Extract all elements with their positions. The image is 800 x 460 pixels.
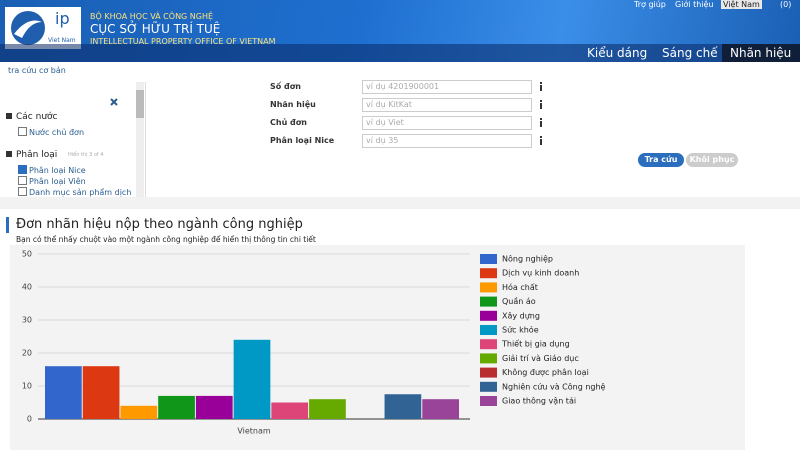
field-label: Chủ đơn	[270, 118, 307, 127]
language-select[interactable]: Việt Nam	[721, 0, 762, 9]
legend-label: Không được phân loại	[502, 367, 589, 378]
link[interactable]: Giới thiệu	[675, 0, 714, 9]
option[interactable]: Nước chủ đơn	[18, 127, 85, 137]
office: CỤC SỞ HỮU TRÍ TUỆ	[90, 22, 221, 36]
legend-label: Giải trí và Giáo dục	[502, 353, 579, 364]
divider	[0, 197, 800, 209]
field-label: Phân loại Nice	[270, 136, 335, 145]
field-label: Số đơn	[270, 82, 301, 91]
reset-button[interactable]: Khôi phục	[686, 153, 738, 167]
legend-swatch	[480, 254, 497, 264]
close-icon[interactable]	[110, 98, 118, 106]
legend-label: Nghiên cứu và Công nghệ	[502, 381, 606, 391]
info-icon	[540, 82, 542, 91]
section-note: Hiển thị 3 of 4	[68, 152, 104, 158]
legend-label: Sức khỏe	[502, 325, 539, 335]
legend-swatch	[480, 367, 497, 378]
info-icon	[540, 100, 542, 109]
info-icon	[540, 136, 542, 145]
logo-icon	[11, 11, 45, 45]
y-tick-label: 20	[22, 349, 32, 358]
legend-swatch	[480, 325, 497, 335]
info-stem	[540, 139, 542, 145]
office-en: INTELLECTUAL PROPERTY OFFICE OF VIETNAM	[90, 37, 276, 46]
legend-swatch	[480, 396, 497, 406]
info-stem	[540, 121, 542, 127]
sidebar: Các nước Nước chủ đơn Phân loại Hiển thị…	[0, 82, 146, 197]
scrollbar	[136, 82, 144, 197]
bar[interactable]	[158, 395, 195, 419]
legend-swatch	[480, 310, 497, 321]
bar[interactable]	[120, 405, 158, 419]
y-tick-label: 10	[22, 382, 32, 391]
option[interactable]: Phân loại Nice	[18, 165, 86, 175]
legend-label: Xây dựng	[502, 311, 540, 321]
info-dot	[540, 100, 542, 102]
breadcrumb[interactable]: tra cứu cơ bản	[8, 66, 66, 75]
info-dot	[540, 82, 542, 84]
section-title-text: Phân loại	[16, 150, 58, 160]
info-dot	[540, 118, 542, 120]
cart[interactable]: (0)	[780, 0, 792, 9]
legend-label: Dịch vụ kinh doanh	[502, 269, 579, 279]
x-tick-label: Vietnam	[237, 427, 271, 436]
option-label: Phân loại Nice	[29, 166, 86, 175]
option[interactable]: Danh mục sản phẩm dịch	[18, 187, 132, 197]
legend-label: Thiết bị gia dụng	[501, 339, 570, 350]
tab-bar	[0, 44, 800, 62]
legend-label: Giao thông vận tải	[502, 396, 576, 407]
legend-swatch	[480, 381, 497, 392]
field-label: Nhãn hiệu	[270, 100, 316, 109]
text-input[interactable]: ví dụ Viet	[362, 116, 532, 130]
link[interactable]: Trợ giúp	[634, 0, 666, 9]
info-stem	[540, 103, 542, 109]
legend-swatch	[480, 268, 497, 279]
section-title-text: Các nước	[16, 112, 58, 122]
bar[interactable]	[271, 402, 309, 420]
legend-label: Hóa chất	[502, 282, 538, 292]
legend-label: Nông nghiệp	[502, 254, 553, 264]
bar[interactable]	[45, 366, 82, 419]
chart: 0 10 20 30 40 50 Vietnam Nông nghiệp Dịch vụ kin…	[10, 245, 745, 450]
text-input[interactable]: ví dụ KitKat	[362, 98, 532, 112]
logo-sub: Viet Nam	[48, 37, 76, 44]
y-tick-label: 40	[22, 283, 32, 292]
tab[interactable]: Kiểu dáng	[587, 46, 648, 60]
info-dot	[540, 136, 542, 138]
legend-swatch	[480, 339, 497, 350]
option-label: Phân loại Viên	[29, 177, 86, 186]
chart-title: Đơn nhãn hiệu nộp theo ngành công nghiệp	[16, 217, 303, 232]
title-accent	[6, 217, 9, 233]
legend-swatch	[480, 282, 497, 293]
tab[interactable]: Sáng chế	[662, 46, 718, 60]
info-icon	[540, 118, 542, 127]
section-title: Phân loại	[6, 150, 57, 160]
bar[interactable]	[384, 394, 422, 419]
legend-swatch	[480, 353, 497, 364]
bar[interactable]	[82, 366, 120, 419]
option-label: Nước chủ đơn	[29, 128, 85, 137]
y-tick-label: 0	[27, 415, 32, 424]
section-title: Các nước	[6, 112, 57, 122]
y-tick-label: 30	[22, 316, 32, 325]
option[interactable]: Phân loại Viên	[18, 176, 86, 186]
bar[interactable]	[422, 399, 459, 419]
legend-swatch	[480, 296, 497, 307]
ministry: BỘ KHOA HỌC VÀ CÔNG NGHỆ	[90, 12, 214, 21]
y-tick-label: 50	[22, 250, 32, 259]
tab-active[interactable]: Nhãn hiệu	[722, 44, 800, 62]
search-button[interactable]: Tra cứu	[638, 153, 684, 167]
bar[interactable]	[195, 395, 233, 419]
info-stem	[540, 85, 542, 91]
legend-label: Quần áo	[502, 296, 536, 306]
logo-text: ip	[55, 9, 70, 28]
bar[interactable]	[309, 399, 346, 419]
logo: ip Viet Nam	[5, 7, 81, 49]
option-label: Danh mục sản phẩm dịch	[29, 188, 132, 197]
chart-subtitle: Bạn có thể nhấy chuột vào một ngành công…	[16, 235, 316, 244]
text-input[interactable]: ví dụ 4201900001	[362, 80, 532, 94]
text-input[interactable]: ví dụ 35	[362, 134, 532, 148]
bar[interactable]	[233, 339, 271, 419]
